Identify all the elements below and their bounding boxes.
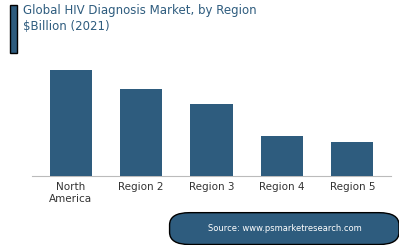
Bar xyxy=(190,104,233,176)
Bar xyxy=(261,136,303,176)
Text: Source: www.psmarketresearch.com: Source: www.psmarketresearch.com xyxy=(207,224,361,233)
Text: Global HIV Diagnosis Market, by Region
$Billion (2021): Global HIV Diagnosis Market, by Region $… xyxy=(23,4,257,33)
Bar xyxy=(331,142,373,176)
Bar xyxy=(49,70,92,176)
Bar xyxy=(120,89,162,176)
Text: Source: www.psmarketresearch.com: Source: www.psmarketresearch.com xyxy=(207,224,361,233)
